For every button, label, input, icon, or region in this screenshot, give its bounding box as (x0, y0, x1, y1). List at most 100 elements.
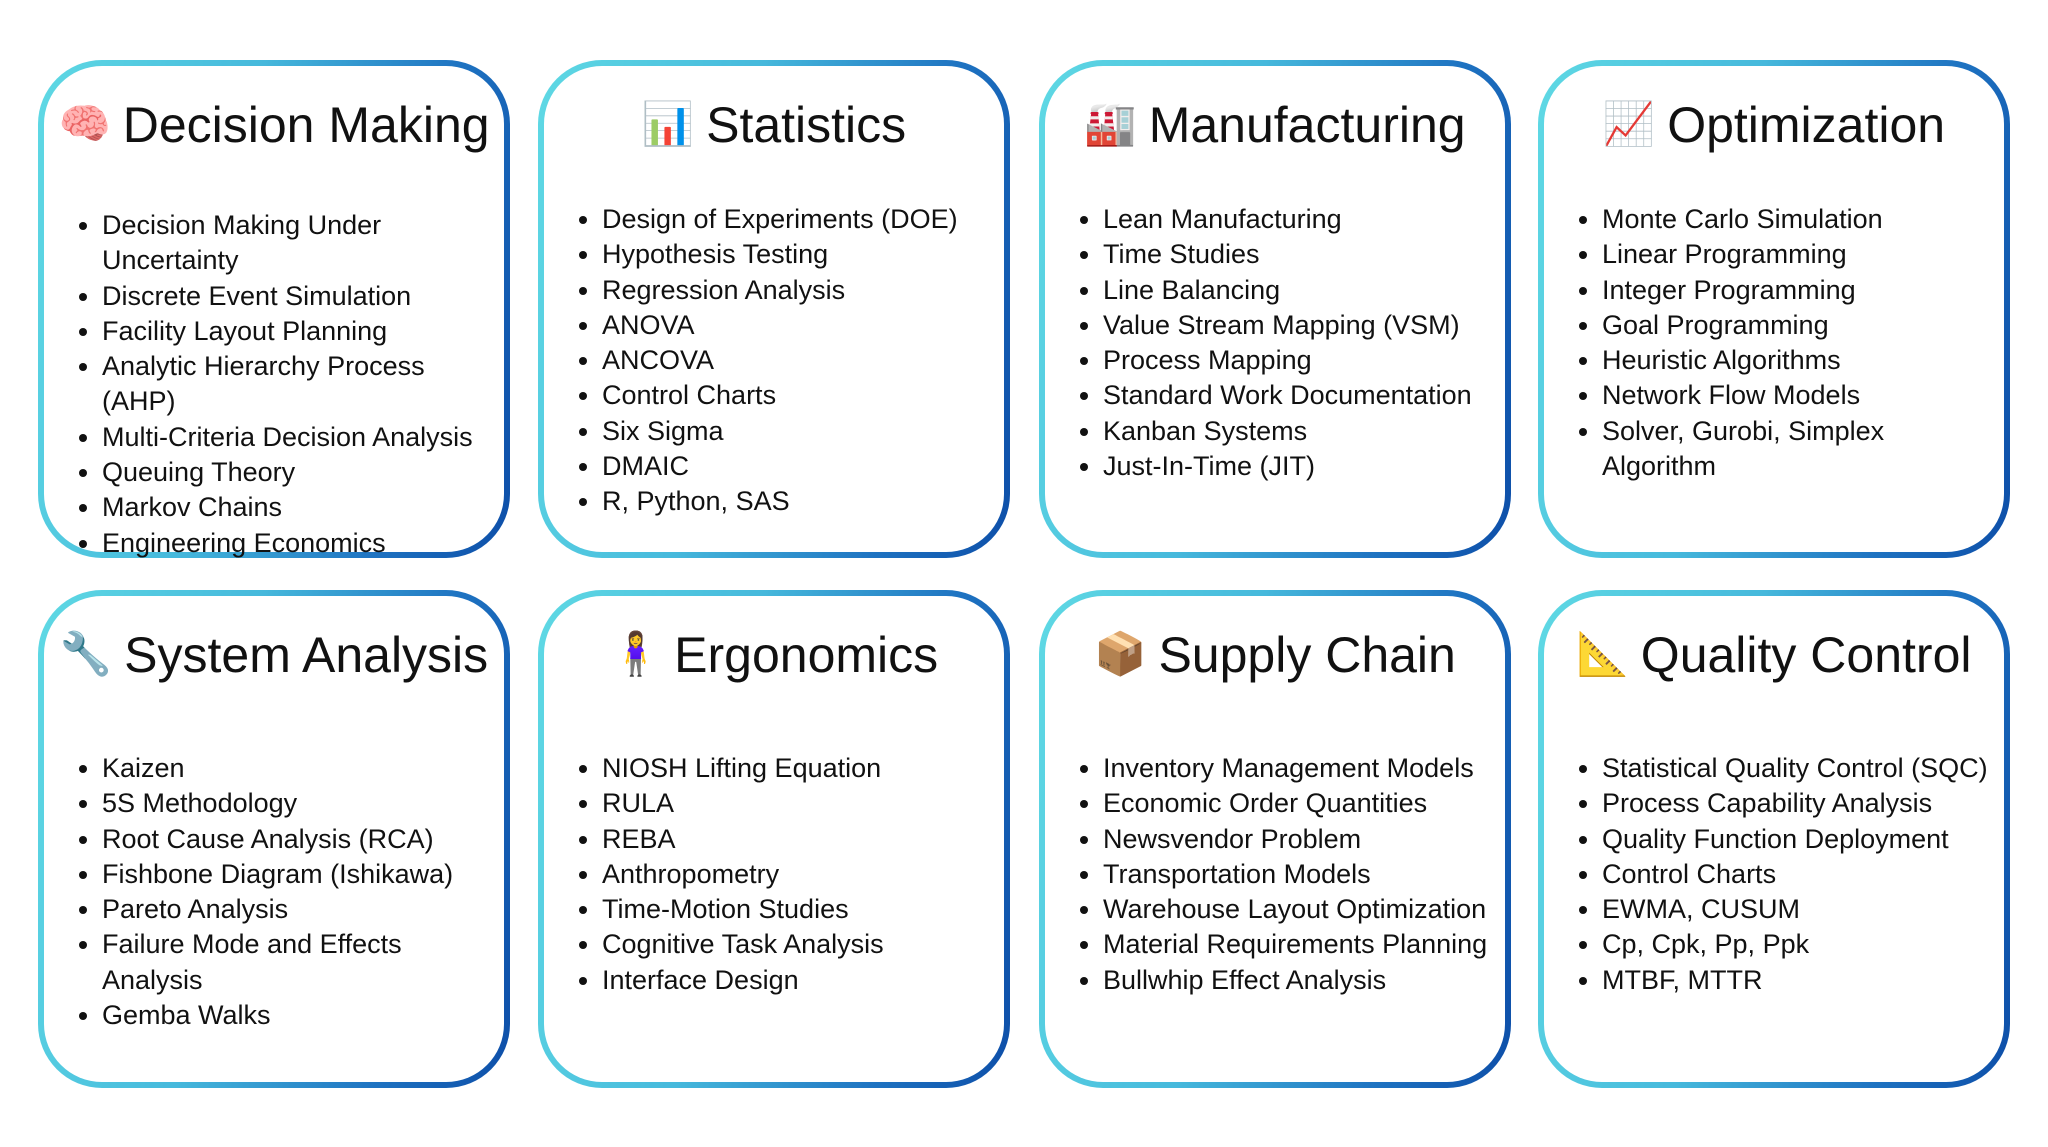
card-ergonomics: 🧍‍♀️Ergonomics NIOSH Lifting EquationRULA… (538, 590, 1010, 1088)
card-body: 🔧System Analysis Kaizen5S MethodologyRoot… (44, 596, 504, 1082)
card-title-text: Manufacturing (1148, 97, 1466, 153)
list-item: Cognitive Task Analysis (602, 927, 1000, 962)
card-title-text: Quality Control (1640, 627, 1972, 683)
topic-list: Statistical Quality Control (SQC)Process… (1564, 751, 2000, 998)
list-item: EWMA, CUSUM (1602, 892, 2000, 927)
list-item: Decision Making Under Uncertainty (102, 208, 500, 279)
card-title-text: System Analysis (124, 627, 489, 683)
topic-list: Decision Making Under UncertaintyDiscret… (64, 208, 500, 561)
card-title: 🧍‍♀️ Ergonomics (544, 626, 1004, 684)
list-item: Integer Programming (1602, 273, 2000, 308)
brain-icon: 🧠 (58, 100, 111, 147)
list-item: Kanban Systems (1103, 414, 1501, 449)
list-item: REBA (602, 822, 1000, 857)
person-standing-icon: 🧍‍♀️ (609, 630, 663, 677)
list-item: Linear Programming (1602, 237, 2000, 272)
list-item: Statistical Quality Control (SQC) (1602, 751, 2000, 786)
card-optimization: 📈Optimization Monte Carlo SimulationLinea… (1538, 60, 2010, 558)
card-supply-chain: 📦Supply Chain Inventory Management Models… (1039, 590, 1511, 1088)
list-item: Cp, Cpk, Pp, Ppk (1602, 927, 2000, 962)
list-item: Failure Mode and Effects Analysis (102, 927, 500, 998)
card-title: 🔧 System Analysis (44, 626, 504, 684)
list-item: R, Python, SAS (602, 484, 1000, 519)
list-item: Time Studies (1103, 237, 1501, 272)
list-item: RULA (602, 786, 1000, 821)
list-item: Heuristic Algorithms (1602, 343, 2000, 378)
list-item: Hypothesis Testing (602, 237, 1000, 272)
topic-list: Kaizen5S MethodologyRoot Cause Analysis … (64, 751, 500, 1033)
card-system-analysis: 🔧System Analysis Kaizen5S MethodologyRoot… (38, 590, 510, 1088)
topic-list: Inventory Management ModelsEconomic Orde… (1065, 751, 1501, 998)
card-quality-control: 📐Quality Control Statistical Quality Cont… (1538, 590, 2010, 1088)
list-item: Control Charts (1602, 857, 2000, 892)
list-item: Material Requirements Planning (1103, 927, 1501, 962)
card-title: 📦 Supply Chain (1045, 626, 1505, 684)
list-item: Just-In-Time (JIT) (1103, 449, 1501, 484)
card-body: 📊Statistics Design of Experiments (DOE)Hy… (544, 66, 1004, 552)
list-item: Facility Layout Planning (102, 314, 500, 349)
list-item: Engineering Economics (102, 526, 500, 561)
card-body: 🏭Manufacturing Lean ManufacturingTime Stu… (1045, 66, 1505, 552)
list-item: Process Capability Analysis (1602, 786, 2000, 821)
list-item: Markov Chains (102, 490, 500, 525)
card-body: 📐Quality Control Statistical Quality Cont… (1544, 596, 2004, 1082)
card-body: 🧍‍♀️Ergonomics NIOSH Lifting EquationRULA… (544, 596, 1004, 1082)
list-item: Control Charts (602, 378, 1000, 413)
list-item: Process Mapping (1103, 343, 1501, 378)
list-item: DMAIC (602, 449, 1000, 484)
topic-list: NIOSH Lifting EquationRULAREBAAnthropome… (564, 751, 1000, 998)
list-item: Multi-Criteria Decision Analysis (102, 420, 500, 455)
list-item: Bullwhip Effect Analysis (1103, 963, 1501, 998)
list-item: Line Balancing (1103, 273, 1501, 308)
card-title-text: Optimization (1667, 97, 1946, 153)
list-item: Lean Manufacturing (1103, 202, 1501, 237)
chart-increasing-icon: 📈 (1602, 100, 1656, 147)
card-title-text: Decision Making (122, 97, 490, 153)
list-item: Design of Experiments (DOE) (602, 202, 1000, 237)
list-item: Newsvendor Problem (1103, 822, 1501, 857)
topic-list: Design of Experiments (DOE)Hypothesis Te… (564, 202, 1000, 520)
wrench-icon: 🔧 (59, 630, 113, 677)
list-item: ANOVA (602, 308, 1000, 343)
list-item: Gemba Walks (102, 998, 500, 1033)
list-item: Value Stream Mapping (VSM) (1103, 308, 1501, 343)
card-title-text: Supply Chain (1158, 627, 1456, 683)
card-title: 📐 Quality Control (1544, 626, 2004, 684)
list-item: Transportation Models (1103, 857, 1501, 892)
list-item: Queuing Theory (102, 455, 500, 490)
list-item: Regression Analysis (602, 273, 1000, 308)
triangular-ruler-icon: 📐 (1576, 630, 1629, 677)
list-item: Pareto Analysis (102, 892, 500, 927)
card-decision-making: 🧠Decision Making Decision Making Under Un… (38, 60, 510, 558)
list-item: Six Sigma (602, 414, 1000, 449)
list-item: Anthropometry (602, 857, 1000, 892)
list-item: NIOSH Lifting Equation (602, 751, 1000, 786)
list-item: Solver, Gurobi, Simplex Algorithm (1602, 414, 2000, 485)
list-item: Monte Carlo Simulation (1602, 202, 2000, 237)
card-body: 🧠Decision Making Decision Making Under Un… (44, 66, 504, 558)
card-body: 📦Supply Chain Inventory Management Models… (1045, 596, 1505, 1082)
list-item: Time-Motion Studies (602, 892, 1000, 927)
list-item: Discrete Event Simulation (102, 279, 500, 314)
list-item: Goal Programming (1602, 308, 2000, 343)
card-manufacturing: 🏭Manufacturing Lean ManufacturingTime Stu… (1039, 60, 1511, 558)
list-item: Interface Design (602, 963, 1000, 998)
card-statistics: 📊Statistics Design of Experiments (DOE)Hy… (538, 60, 1010, 558)
card-title-text: Ergonomics (674, 627, 939, 683)
list-item: Warehouse Layout Optimization (1103, 892, 1501, 927)
list-item: Standard Work Documentation (1103, 378, 1501, 413)
list-item: Analytic Hierarchy Process (AHP) (102, 349, 500, 420)
card-body: 📈Optimization Monte Carlo SimulationLinea… (1544, 66, 2004, 552)
list-item: Root Cause Analysis (RCA) (102, 822, 500, 857)
list-item: Inventory Management Models (1103, 751, 1501, 786)
card-title-text: Statistics (706, 97, 907, 153)
list-item: Kaizen (102, 751, 500, 786)
card-title: 🧠 Decision Making (44, 96, 504, 154)
card-title: 📈 Optimization (1544, 96, 2004, 154)
list-item: ANCOVA (602, 343, 1000, 378)
topic-list: Lean ManufacturingTime StudiesLine Balan… (1065, 202, 1501, 484)
list-item: Quality Function Deployment (1602, 822, 2000, 857)
list-item: MTBF, MTTR (1602, 963, 2000, 998)
card-title: 📊 Statistics (544, 96, 1004, 154)
list-item: 5S Methodology (102, 786, 500, 821)
